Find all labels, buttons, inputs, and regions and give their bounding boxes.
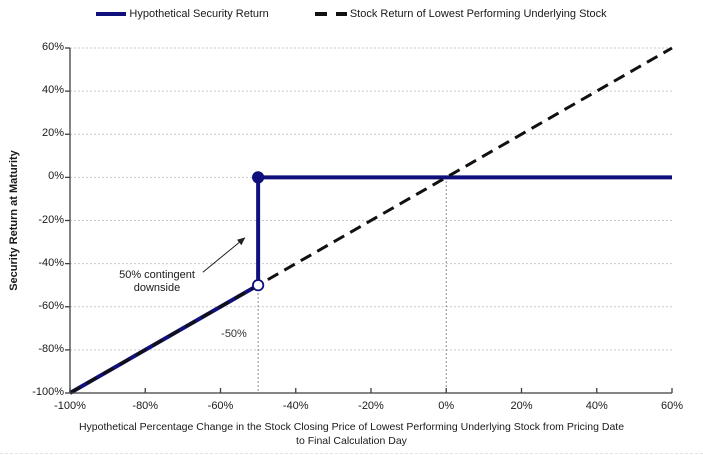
y-tick-label: 60% [41, 41, 64, 53]
minus-50-percent-label: -50% [221, 328, 247, 340]
y-tick-label: 40% [41, 84, 64, 97]
x-tick-label: 0% [438, 400, 455, 412]
y-axis-title: Security Return at Maturity [8, 150, 20, 291]
legend-label-stock-return: Stock Return of Lowest Performing Underl… [349, 8, 607, 20]
x-tick-label: 20% [510, 400, 533, 412]
y-tick-label: -20% [38, 213, 64, 226]
y-tick-label: -60% [38, 299, 64, 312]
x-tick-label: -20% [358, 400, 384, 412]
x-tick-label: -40% [282, 400, 309, 412]
dashed-line-sample-icon [314, 12, 347, 16]
legend-item-security-return: Hypothetical Security Return [96, 8, 269, 20]
legend-label-security-return: Hypothetical Security Return [129, 8, 269, 20]
y-tick-label: -40% [38, 256, 64, 269]
y-tick-label: 20% [41, 127, 64, 140]
y-tick-label: -80% [38, 342, 64, 355]
legend: Hypothetical Security Return Stock Retur… [0, 8, 703, 20]
x-axis-title: Hypothetical Percentage Change in the St… [0, 421, 703, 448]
contingent-downside-annotation: 50% contingent downside [97, 269, 217, 295]
x-tick-label: -100% [54, 400, 86, 412]
plot-area: 60% 40% 20% 0% -20% -40% -60% -80% -100% -100% -8… [32, 41, 683, 412]
annotation-line-1: 50% contingent [119, 269, 195, 281]
x-tick-label: -80% [132, 400, 159, 412]
y-tick-label: 0% [48, 170, 64, 183]
annotation-line-2: downside [133, 282, 181, 295]
legend-item-stock-return: Stock Return of Lowest Performing Underl… [314, 8, 607, 20]
x-tick-label: 40% [585, 400, 608, 412]
bottom-divider [0, 453, 703, 454]
plot-svg [65, 46, 673, 395]
x-axis-title-line-1: Hypothetical Percentage Change in the St… [78, 421, 625, 433]
x-tick-label: -60% [207, 400, 234, 412]
x-axis-title-line-2: to Final Calculation Day [296, 434, 407, 447]
solid-line-sample-icon [96, 12, 127, 16]
x-tick-label: 60% [660, 400, 684, 412]
y-tick-label: -100% [32, 386, 64, 398]
